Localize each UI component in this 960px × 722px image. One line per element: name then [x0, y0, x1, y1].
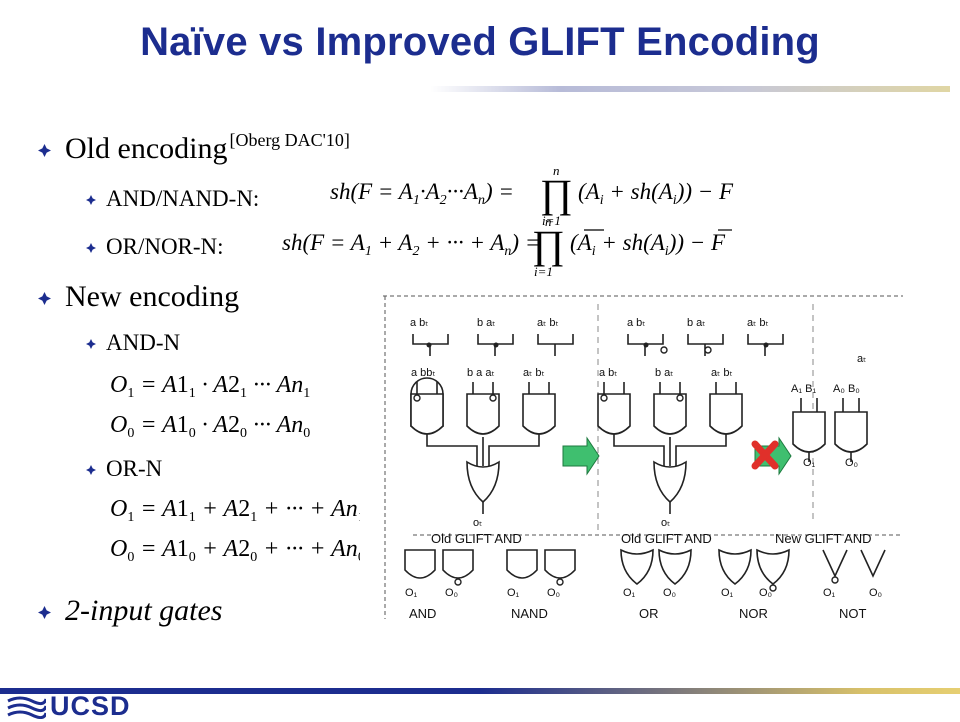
svg-text:a bbₜ: a bbₜ [411, 367, 436, 379]
citation: [Oberg DAC'10] [229, 130, 350, 150]
caption-left: Old GLIFT AND [431, 531, 522, 546]
svg-text:b aₜ: b aₜ [655, 367, 674, 379]
svg-text:b a aₜ: b a aₜ [467, 367, 495, 379]
svg-text:aₜ bₜ: aₜ bₜ [523, 367, 545, 379]
svg-text:O0 = A10 + A20 + ··· + An0: O0 = A10 + A20 + ··· + An0 [110, 536, 360, 565]
logo-text: UCSD [50, 690, 131, 721]
and-nand-label: AND/NAND-N: [106, 186, 260, 211]
bullet-two-input: 2-input gates [38, 594, 223, 628]
svg-text:O₁: O₁ [823, 587, 836, 599]
svg-text:(Ai + sh(Ai)) − F: (Ai + sh(Ai)) − F [570, 230, 726, 259]
svg-text:O₀: O₀ [759, 587, 772, 599]
svg-text:aₜ bₜ: aₜ bₜ [537, 317, 559, 329]
diamond-bullet-icon [86, 195, 96, 205]
mid-output-label: oₜ [661, 517, 670, 529]
svg-text:sh(F = A1 + A2 + ··· + An) =: sh(F = A1 + A2 + ··· + An) = [282, 230, 540, 259]
svg-text:∏: ∏ [540, 171, 573, 216]
formula-and-nand: sh(F = A1·A2···An) = n ∏ i=1 (Ai + sh(Ai… [330, 163, 734, 227]
diamond-bullet-icon [38, 144, 51, 157]
bullet-new-encoding: New encoding [38, 280, 239, 314]
svg-text:O₁: O₁ [507, 587, 520, 599]
svg-text:O₁: O₁ [721, 587, 734, 599]
bullet-old-encoding: Old encoding [Oberg DAC'10] [38, 130, 350, 166]
svg-text:a bₜ: a bₜ [627, 317, 646, 329]
svg-text:i=1: i=1 [542, 213, 561, 227]
circuit-diagram: a bₜ b aₜ aₜ bₜ a bₜ b aₜ aₜ bₜ a bbₜ b … [383, 295, 903, 621]
svg-text:b aₜ: b aₜ [687, 317, 706, 329]
new-encoding-label: New encoding [65, 280, 240, 313]
svg-text:A₁ B₁: A₁ B₁ [791, 383, 816, 395]
svg-text:O₁: O₁ [623, 587, 636, 599]
diamond-bullet-icon [86, 339, 96, 349]
svg-text:O₀: O₀ [445, 587, 458, 599]
formula-and-o0: O0 = A10 · A20 ··· An0 [110, 412, 310, 441]
left-output-label: oₜ [473, 517, 482, 529]
svg-text:O₀: O₀ [845, 457, 858, 469]
svg-text:aₜ bₜ: aₜ bₜ [747, 317, 769, 329]
svg-text:O₁: O₁ [803, 457, 816, 469]
footer-rule [0, 688, 960, 694]
formula-or-o1: O1 = A11 + A21 + ··· + An1 [110, 496, 360, 525]
svg-text:b aₜ: b aₜ [477, 317, 496, 329]
two-input-label: 2-input gates [65, 594, 223, 627]
and-n-label: AND-N [106, 330, 181, 355]
gate-label-not: NOT [839, 606, 867, 621]
or-n-label: OR-N [106, 456, 163, 481]
or-nor-label: OR/NOR-N: [106, 234, 224, 259]
ucsd-logo: UCSD [6, 690, 131, 721]
bullet-or-nor: OR/NOR-N: [86, 234, 224, 260]
gate-label-and: AND [409, 606, 436, 621]
svg-text:O1 = A11 · A21 ··· An1: O1 = A11 · A21 ··· An1 [110, 372, 310, 401]
svg-text:A₀ B₀: A₀ B₀ [833, 383, 860, 395]
slide-title: Naïve vs Improved GLIFT Encoding [140, 20, 820, 64]
caption-right: New GLIFT AND [775, 531, 872, 546]
svg-text:i=1: i=1 [534, 264, 553, 278]
svg-text:O1 = A11 + A21 + ··· + An1: O1 = A11 + A21 + ··· + An1 [110, 496, 360, 525]
formula-or-nor: sh(F = A1 + A2 + ··· + An) = n ∏ i=1 (Ai… [282, 214, 732, 278]
caption-mid: Old GLIFT AND [621, 531, 712, 546]
bullet-and-n: AND-N [86, 330, 180, 356]
diamond-bullet-icon [86, 243, 96, 253]
bullet-or-n: OR-N [86, 456, 162, 482]
old-encoding-label: Old encoding [65, 132, 228, 165]
gate-label-nand: NAND [511, 606, 548, 621]
svg-text:a bₜ: a bₜ [599, 367, 618, 379]
bullet-and-nand: AND/NAND-N: [86, 186, 259, 212]
svg-text:a bₜ: a bₜ [410, 317, 429, 329]
at-label: aₜ [857, 353, 866, 365]
formula-and-o1: O1 = A11 · A21 ··· An1 [110, 372, 310, 401]
diamond-bullet-icon [86, 465, 96, 475]
gate-label-nor: NOR [739, 606, 768, 621]
svg-text:n: n [553, 163, 560, 178]
svg-text:O₀: O₀ [547, 587, 560, 599]
svg-text:n: n [545, 214, 552, 229]
svg-text:sh(F = A1·A2···An) =: sh(F = A1·A2···An) = [330, 179, 514, 208]
svg-text:(Ai + sh(Ai)) − F: (Ai + sh(Ai)) − F [578, 179, 734, 208]
svg-text:O₀: O₀ [663, 587, 676, 599]
svg-text:O₀: O₀ [869, 587, 882, 599]
gate-label-or: OR [639, 606, 659, 621]
svg-text:O₁: O₁ [405, 587, 418, 599]
formula-or-o0: O0 = A10 + A20 + ··· + An0 [110, 536, 360, 565]
diamond-bullet-icon [38, 292, 51, 305]
svg-text:aₜ bₜ: aₜ bₜ [711, 367, 733, 379]
svg-text:∏: ∏ [532, 222, 565, 267]
ucsd-wave-icon [7, 696, 46, 719]
svg-text:O0 = A10 · A20 ··· An0: O0 = A10 · A20 ··· An0 [110, 412, 310, 441]
title-underline [430, 86, 950, 92]
transform-arrow-icon [562, 436, 600, 476]
diamond-bullet-icon [38, 606, 51, 619]
red-cross-icon [751, 440, 779, 470]
